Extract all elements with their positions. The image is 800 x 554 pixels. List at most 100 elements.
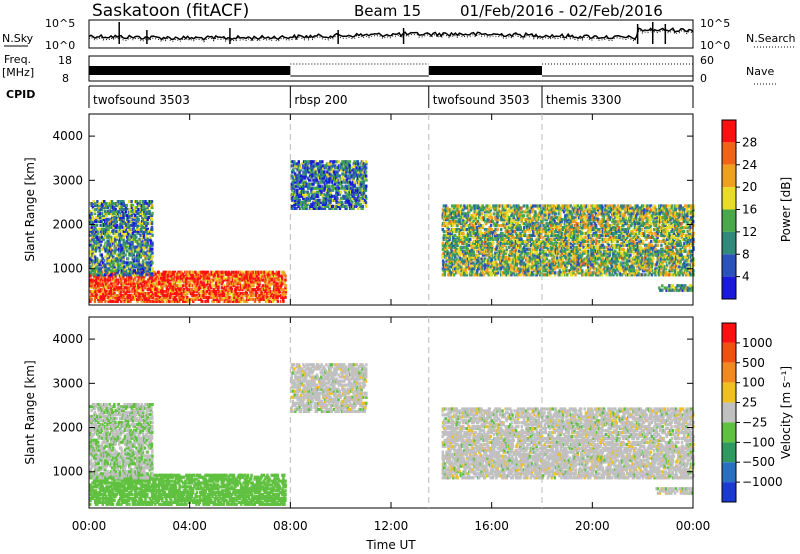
data-cell (457, 214, 460, 218)
data-cell (129, 267, 132, 271)
data-cell (449, 243, 452, 247)
data-cell (335, 198, 338, 202)
cpid-segment-label: twofsound 3503 (433, 93, 530, 107)
data-cell (357, 194, 360, 198)
data-cell (526, 247, 529, 251)
data-cell (258, 276, 261, 280)
data-cell (501, 233, 504, 238)
data-cell (519, 231, 522, 236)
data-cell (441, 253, 444, 257)
data-cell (203, 270, 206, 274)
data-cell (509, 237, 512, 241)
data-cell (138, 243, 141, 247)
data-cell (222, 288, 225, 292)
data-cell (127, 293, 130, 298)
data-cell (469, 220, 472, 224)
data-cell (151, 205, 154, 210)
data-cell (450, 224, 453, 228)
data-cell (105, 227, 108, 231)
data-cell (291, 194, 295, 198)
freq-unit: [MHz] (2, 66, 34, 79)
data-cell (110, 235, 113, 239)
data-cell (450, 245, 453, 249)
data-cell (138, 269, 141, 273)
data-cell (94, 286, 98, 290)
data-cell (109, 225, 113, 229)
data-cell (232, 293, 235, 298)
data-cell (127, 273, 130, 277)
data-cell (491, 265, 495, 269)
data-cell (454, 239, 457, 243)
data-cell (472, 263, 475, 267)
data-cell (148, 286, 151, 290)
data-cell (479, 233, 482, 238)
data-cell (192, 292, 195, 296)
data-cell (129, 269, 132, 273)
data-cell (256, 288, 260, 292)
data-cell (480, 224, 483, 228)
data-cell (493, 229, 496, 234)
data-cell (472, 241, 475, 245)
data-cell (446, 212, 449, 216)
data-cell (514, 241, 518, 245)
data-cell (107, 239, 110, 243)
data-cell (326, 170, 329, 174)
data-cell (93, 276, 97, 280)
data-cell (212, 290, 215, 294)
data-cell (275, 293, 278, 298)
data-cell (120, 205, 123, 210)
data-cell (163, 284, 166, 288)
data-cell (91, 215, 94, 219)
data-cell (177, 278, 180, 282)
data-cell (238, 288, 241, 292)
data-cell (359, 204, 362, 208)
data-cell (493, 265, 496, 269)
data-cell (503, 226, 506, 230)
data-cell (299, 166, 302, 170)
data-cell (149, 241, 153, 245)
data-cell (94, 243, 98, 247)
station-title: Saskatoon (fitACF) (92, 1, 249, 21)
data-cell (494, 231, 497, 236)
data-cell (457, 237, 460, 241)
data-cell (450, 263, 454, 267)
data-cell (139, 211, 143, 216)
data-cell (103, 209, 107, 214)
data-cell (103, 265, 106, 269)
data-cell (526, 218, 529, 222)
data-cell (306, 182, 310, 186)
data-cell (308, 164, 312, 168)
data-cell (470, 222, 473, 226)
data-cell (312, 206, 315, 210)
data-cell (295, 206, 298, 210)
data-cell (293, 204, 296, 208)
data-cell (194, 270, 197, 274)
data-cell (347, 190, 351, 194)
data-cell (510, 257, 513, 261)
data-cell (330, 206, 334, 210)
data-cell (482, 257, 486, 261)
data-cell (186, 290, 189, 294)
data-cell (500, 245, 503, 249)
data-cell (131, 233, 135, 237)
data-cell (512, 271, 515, 275)
data-cell (131, 267, 134, 271)
data-cell (141, 207, 145, 212)
data-cell (165, 290, 168, 294)
data-cell (192, 284, 196, 288)
data-cell (103, 273, 107, 277)
data-cell (489, 231, 492, 236)
data-cell (155, 288, 158, 292)
data-cell (313, 168, 316, 172)
data-cell (106, 280, 109, 284)
data-cell (306, 200, 309, 204)
data-cell (347, 162, 351, 166)
data-cell (124, 213, 127, 217)
data-cell (228, 272, 231, 276)
data-cell (258, 299, 261, 303)
data-cell (274, 295, 277, 299)
data-cell (505, 235, 508, 239)
data-cell (166, 297, 170, 301)
data-cell (348, 188, 352, 192)
data-cell (521, 265, 524, 269)
